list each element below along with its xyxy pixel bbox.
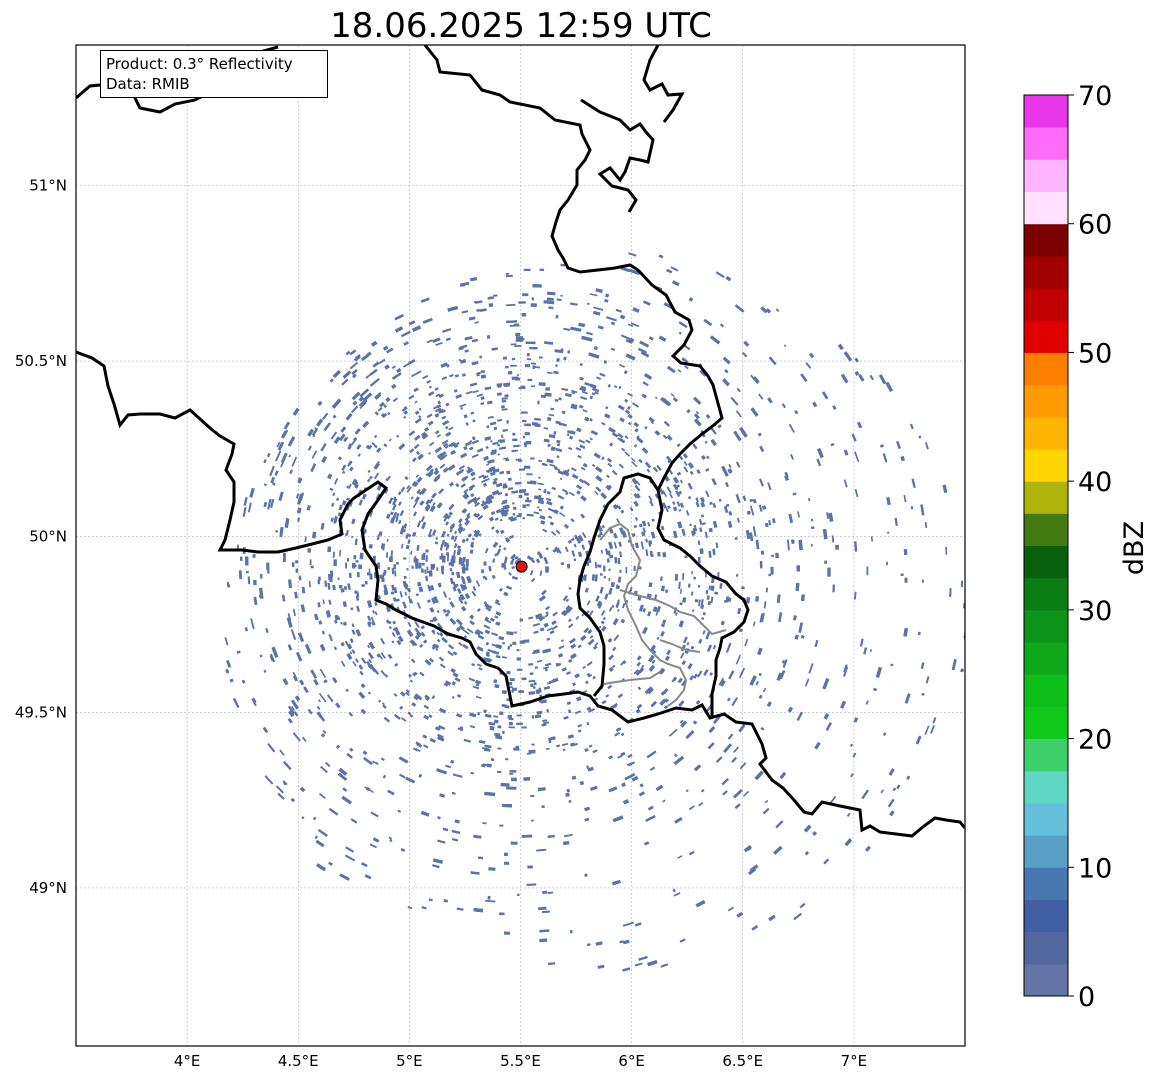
colorbar-band bbox=[1024, 770, 1068, 804]
colorbar-band bbox=[1024, 674, 1068, 707]
colorbar-tick-label: 40 bbox=[1078, 467, 1112, 498]
lon-tick-label: 4.5°E bbox=[278, 1052, 319, 1070]
radar-site-marker[interactable] bbox=[515, 560, 528, 573]
colorbar-band bbox=[1024, 642, 1068, 675]
radar-site-dot[interactable] bbox=[515, 560, 528, 573]
colorbar-tick-label: 20 bbox=[1078, 725, 1112, 756]
lon-tick-label: 6.5°E bbox=[722, 1052, 763, 1070]
colorbar-band bbox=[1024, 577, 1068, 611]
colorbar-band bbox=[1024, 320, 1068, 353]
lon-tick-label: 5°E bbox=[396, 1052, 423, 1070]
data-source-label: Data: RMIB bbox=[106, 75, 190, 93]
colorbar-label: dBZ bbox=[1119, 521, 1150, 575]
colorbar-band bbox=[1024, 191, 1068, 225]
colorbar-band bbox=[1024, 738, 1068, 772]
lat-tick-label: 50.5°N bbox=[15, 352, 67, 370]
lat-tick-label: 50°N bbox=[29, 528, 67, 546]
lon-tick-label: 4°E bbox=[174, 1052, 201, 1070]
product-label: Product: 0.3° Reflectivity bbox=[106, 55, 293, 73]
colorbar-band bbox=[1024, 448, 1068, 482]
colorbar-band bbox=[1024, 609, 1068, 643]
colorbar-band bbox=[1024, 867, 1068, 900]
colorbar-frame bbox=[1023, 94, 1069, 997]
colorbar-band bbox=[1024, 802, 1068, 836]
colorbar-band bbox=[1024, 545, 1068, 579]
border-nl-de bbox=[580, 45, 685, 213]
latitude-tick-labels: 49°N 49.5°N 50°N 50.5°N 51°N bbox=[15, 176, 67, 896]
colorbar-band bbox=[1024, 835, 1068, 868]
colorbar-band bbox=[1024, 255, 1068, 289]
lon-tick-label: 6°E bbox=[618, 1052, 645, 1070]
colorbar-band bbox=[1024, 899, 1068, 933]
colorbar-band bbox=[1024, 127, 1068, 160]
colorbar-band bbox=[1024, 513, 1068, 546]
colorbar-tick-label: 10 bbox=[1078, 853, 1112, 884]
colorbar-tick-label: 70 bbox=[1078, 81, 1112, 112]
colorbar-ticks: 0 10 20 30 40 50 60 70 bbox=[1068, 81, 1112, 1013]
product-info-box: Product: 0.3° Reflectivity Data: RMIB bbox=[100, 50, 328, 98]
longitude-tick-labels: 4°E 4.5°E 5°E 5.5°E 6°E 6.5°E 7°E bbox=[174, 1052, 867, 1070]
colorbar-band bbox=[1024, 384, 1068, 418]
lat-tick-label: 49.5°N bbox=[15, 703, 67, 721]
lat-tick-label: 51°N bbox=[29, 176, 67, 194]
region-borders bbox=[599, 522, 727, 707]
map-title: 18.06.2025 12:59 UTC bbox=[330, 6, 712, 46]
map-frame bbox=[75, 44, 966, 1047]
border-fr-be bbox=[76, 350, 965, 838]
colorbar-band bbox=[1024, 963, 1068, 997]
colorbar-band bbox=[1024, 159, 1068, 193]
lat-tick-label: 49°N bbox=[29, 879, 67, 897]
border-luxembourg bbox=[576, 472, 750, 718]
colorbar-band bbox=[1024, 288, 1068, 321]
colorbar-band bbox=[1024, 416, 1068, 450]
colorbar-band bbox=[1024, 95, 1068, 128]
colorbar-tick-label: 30 bbox=[1078, 596, 1112, 627]
colorbar-tick-label: 0 bbox=[1078, 982, 1095, 1013]
colorbar-band bbox=[1024, 931, 1068, 965]
colorbar-band bbox=[1024, 352, 1068, 386]
radar-echo-field bbox=[224, 252, 965, 972]
colorbar-tick-label: 50 bbox=[1078, 338, 1112, 369]
colorbar-band bbox=[1024, 223, 1068, 257]
lon-tick-label: 5.5°E bbox=[500, 1052, 541, 1070]
colorbar-band bbox=[1024, 481, 1068, 514]
colorbar-band bbox=[1024, 706, 1068, 740]
colorbar-tick-label: 60 bbox=[1078, 210, 1112, 241]
colorbar-bands bbox=[1024, 95, 1068, 997]
lon-tick-label: 7°E bbox=[841, 1052, 868, 1070]
